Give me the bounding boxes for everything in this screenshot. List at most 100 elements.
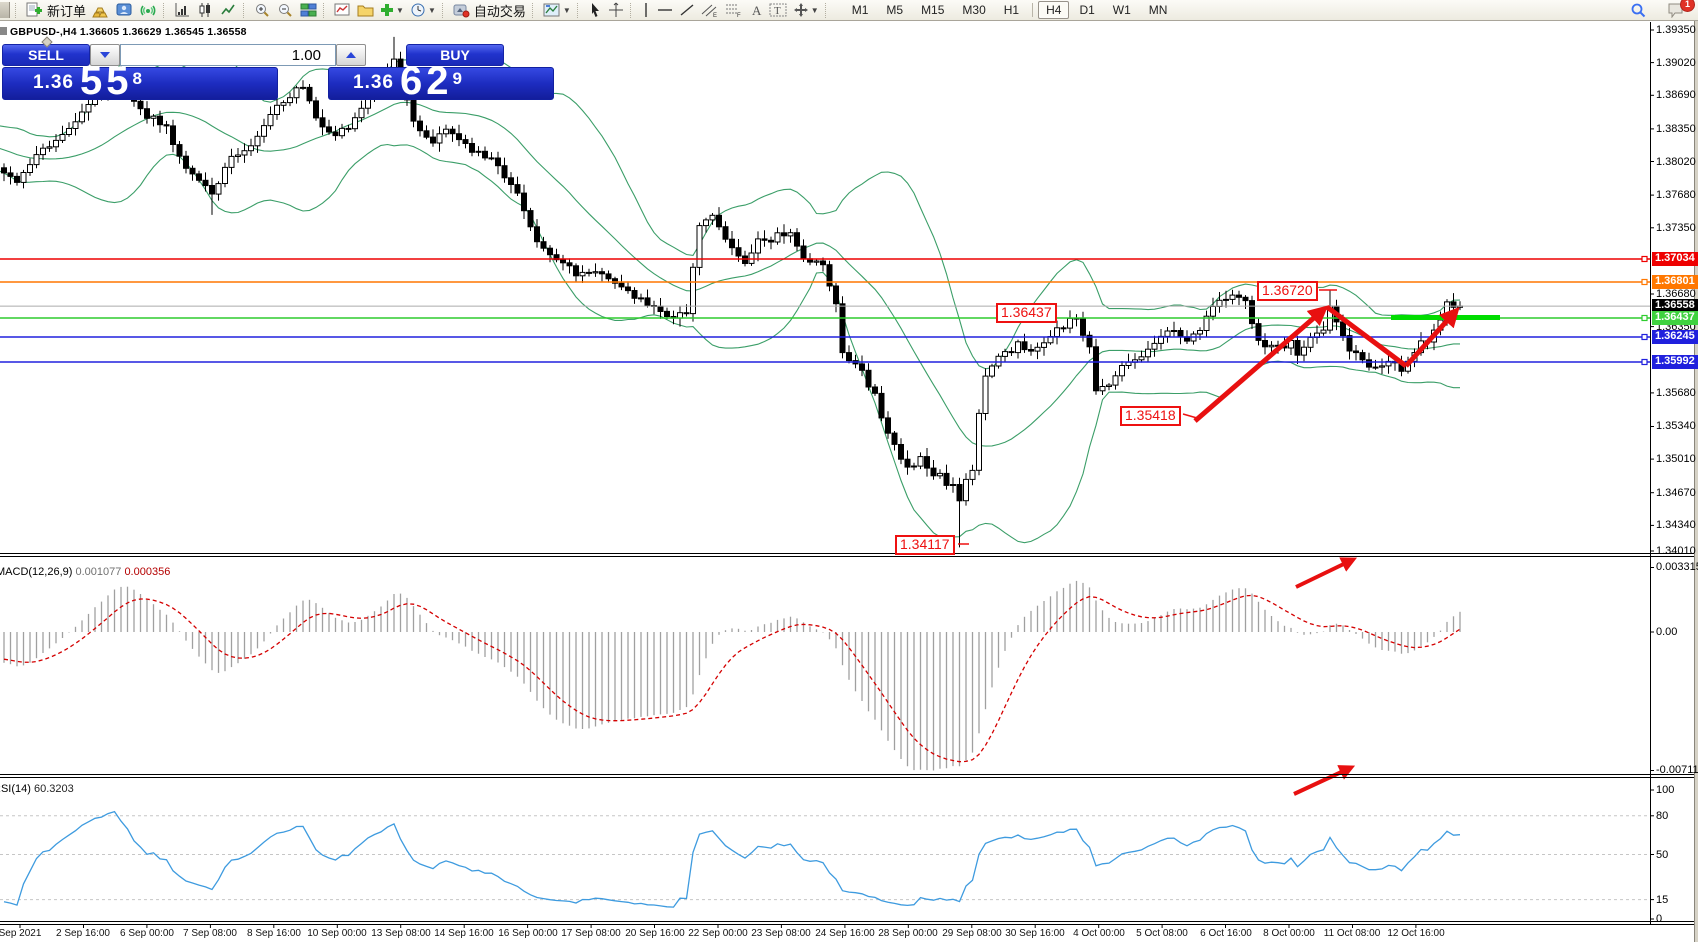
svg-text:E: E [713,13,717,18]
add-indicator-icon[interactable]: ▼ [377,1,407,20]
tab-timeframe-m1[interactable]: M1 [851,3,869,17]
buy-price-display[interactable]: 1.36 62 9 [328,61,554,101]
time-axis-label: 23 Sep 08:00 [751,928,811,939]
zoom-in-icon[interactable] [251,1,274,20]
volume-decrease-button[interactable] [90,44,120,66]
cursor-icon[interactable] [585,1,605,20]
crosshair-icon[interactable] [605,1,627,20]
toolbar-grip [15,2,20,18]
rsi-scale-label: 0 [1656,913,1663,925]
price-scale-label: 1.34670 [1656,487,1696,499]
tab-timeframe-m5[interactable]: M5 [886,3,904,17]
tab-timeframe-mn[interactable]: MN [1148,3,1168,17]
vertical-line-icon[interactable] [638,1,654,20]
search-icon[interactable] [1627,1,1650,20]
sell-price-main: 55 [79,59,133,103]
price-scale-label: 1.38020 [1656,156,1696,168]
auto-trading-label: 自动交易 [473,3,526,19]
horizontal-line-icon[interactable] [654,1,676,20]
time-axis-label: 2 Sep 16:00 [56,928,110,939]
price-scale-label: 1.37680 [1656,189,1696,201]
price-scale-label: 1.35010 [1656,453,1696,465]
price-callout[interactable]: 1.36720 [1257,281,1318,301]
level-lines [0,255,1650,366]
time-axis-label: 5 Oct 08:00 [1136,928,1188,939]
time-axis-label: 11 Oct 08:00 [1323,928,1381,939]
rsi-scale-label: 80 [1656,810,1669,822]
time-axis-label: 8 Oct 00:00 [1263,928,1315,939]
buy-price-prefix: 1.36 [353,72,394,93]
chevron-down-icon: ▼ [810,5,819,15]
arrows-icon[interactable]: ▼ [790,1,822,20]
auto-trading-button[interactable]: 自动交易 [450,1,529,20]
tab-timeframe-h1[interactable]: H1 [1003,3,1020,17]
new-chart-icon[interactable] [331,1,354,20]
chevron-down-icon: ▼ [396,5,404,15]
user-icon[interactable] [113,1,136,20]
zoom-out-icon[interactable] [274,1,297,20]
price-callout[interactable]: 1.36437 [996,303,1057,323]
time-axis-label: 10 Sep 00:00 [307,928,367,939]
tab-timeframe-m15[interactable]: M15 [921,3,945,17]
time-axis-label: Sep 2021 [0,928,42,939]
macd-value-main: 0.001077 [75,566,122,578]
gold-icon[interactable] [89,1,113,20]
rsi-scale-label: 50 [1656,849,1669,861]
volume-increase-button[interactable] [336,44,366,66]
time-axis-label: 28 Sep 00:00 [878,928,938,939]
svg-text:F: F [737,13,741,18]
time-axis-label: 16 Sep 00:00 [498,928,558,939]
drawn-annotations [958,289,1460,796]
tab-timeframe-d1[interactable]: D1 [1079,3,1095,17]
tile-windows-icon[interactable] [297,1,320,20]
bar-chart-icon[interactable] [171,1,194,20]
channel-icon[interactable]: E [698,1,722,20]
price-scale-label: 1.35340 [1656,420,1696,432]
price-scale-label: 1.34340 [1656,519,1696,531]
svg-text:A: A [752,3,762,18]
price-tag: 1.37034 [1652,252,1698,266]
macd-scale-label: 0.003315 [1656,561,1698,573]
clipped-icon [0,2,10,18]
price-callout[interactable]: 1.34117 [895,535,955,555]
new-order-label: 新订单 [47,3,87,19]
rsi-value: 60.3203 [33,783,74,795]
periods-icon[interactable]: ▼ [407,1,439,20]
candlestick-icon[interactable] [194,1,217,20]
triangle-up-icon [346,52,356,58]
chevron-down-icon: ▼ [562,5,571,15]
sell-price-sup: 8 [132,69,142,88]
trendline-icon[interactable] [676,1,698,20]
time-axis-label: 7 Sep 08:00 [183,928,237,939]
time-axis-label: 17 Sep 08:00 [561,928,621,939]
sell-price-display[interactable]: 1.36 55 8 [2,59,278,103]
sell-button[interactable]: SELL [2,44,90,66]
price-scale-label: 1.36680 [1656,288,1696,300]
price-scale-label: 1.39350 [1656,24,1696,36]
template-icon[interactable]: ▼ [540,1,574,20]
time-axis-label: 30 Sep 16:00 [1005,928,1065,939]
line-chart-icon[interactable] [217,1,240,20]
svg-text:T: T [774,5,781,17]
volume-input[interactable] [120,44,336,66]
main-toolbar: 新订单 ▼ ▼ 自动交易 ▼ E F A T ▼ M1 M5 M15 M30 H1 H4 D… [0,0,1698,21]
price-scale-label: 1.38690 [1656,89,1696,101]
rsi-panel [0,810,1650,908]
text-icon[interactable]: A [746,1,766,20]
notifications-button[interactable]: 1 [1664,0,1695,20]
price-scale-label: 1.39020 [1656,57,1696,69]
fibonacci-icon[interactable]: F [722,1,746,20]
tab-timeframe-m30[interactable]: M30 [962,3,986,17]
tab-timeframe-w1[interactable]: W1 [1112,3,1131,17]
candles [1,36,1463,548]
profiles-icon[interactable] [354,1,377,20]
text-label-icon[interactable]: T [766,1,790,20]
symbol-ohlc-line: GBPUSD-,H4 1.36605 1.36629 1.36545 1.365… [10,26,247,38]
buy-button[interactable]: BUY [406,44,504,66]
price-callout[interactable]: 1.35418 [1120,406,1181,426]
price-scale-label: 1.38350 [1656,123,1696,135]
new-order-button[interactable]: 新订单 [23,1,89,20]
signal-icon[interactable] [136,1,160,20]
tab-timeframe-h4[interactable]: H4 [1038,1,1070,19]
